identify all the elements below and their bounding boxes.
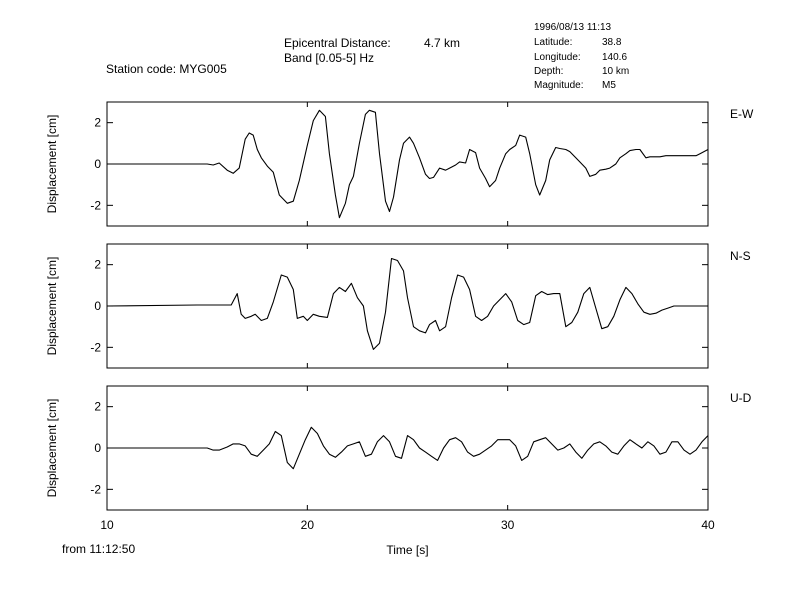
station-code: Station code: MYG005 xyxy=(106,62,227,76)
y-tick-label-2-0: 2 xyxy=(94,400,101,414)
x-tick-label-3: 40 xyxy=(701,518,715,532)
y-tick-label-0-1: 0 xyxy=(94,157,101,171)
longitude-value: 140.6 xyxy=(602,52,628,63)
y-tick-label-2-1: 0 xyxy=(94,441,101,455)
y-tick-label-1-2: -2 xyxy=(90,340,101,354)
longitude-label: Longitude: xyxy=(534,52,581,63)
component-label-0: E-W xyxy=(730,107,754,121)
y-axis-label-0: Displacement [cm] xyxy=(45,115,59,214)
trace-u-d xyxy=(107,426,709,470)
magnitude-label: Magnitude: xyxy=(534,80,584,91)
y-tick-label-1-0: 2 xyxy=(94,258,101,272)
x-axis-label: Time [s] xyxy=(386,543,428,557)
epicentral-distance-value: 4.7 km xyxy=(424,36,461,50)
component-label-1: N-S xyxy=(730,249,751,263)
latitude-label: Latitude: xyxy=(534,37,573,48)
y-axis-label-2: Displacement [cm] xyxy=(45,399,59,498)
band-label: Band [0.05-5] Hz xyxy=(284,51,375,65)
x-tick-label-1: 20 xyxy=(301,518,315,532)
y-tick-label-0-0: 2 xyxy=(94,116,101,130)
latitude-value: 38.8 xyxy=(602,37,622,48)
trace-n-s xyxy=(106,257,708,350)
component-label-2: U-D xyxy=(730,391,752,405)
x-tick-label-0: 10 xyxy=(100,518,114,532)
depth-label: Depth: xyxy=(534,66,564,77)
start-time-label: from 11:12:50 xyxy=(62,542,136,556)
trace-e-w xyxy=(107,109,709,219)
depth-value: 10 km xyxy=(602,66,630,77)
y-axis-label-1: Displacement [cm] xyxy=(45,257,59,356)
x-tick-label-2: 30 xyxy=(501,518,515,532)
y-tick-label-2-2: -2 xyxy=(90,482,101,496)
y-tick-label-1-1: 0 xyxy=(94,299,101,313)
epicentral-distance-label: Epicentral Distance: xyxy=(284,36,391,50)
magnitude-value: M5 xyxy=(602,80,616,91)
event-time: 1996/08/13 11:13 xyxy=(534,22,612,33)
y-tick-label-0-2: -2 xyxy=(90,198,101,212)
